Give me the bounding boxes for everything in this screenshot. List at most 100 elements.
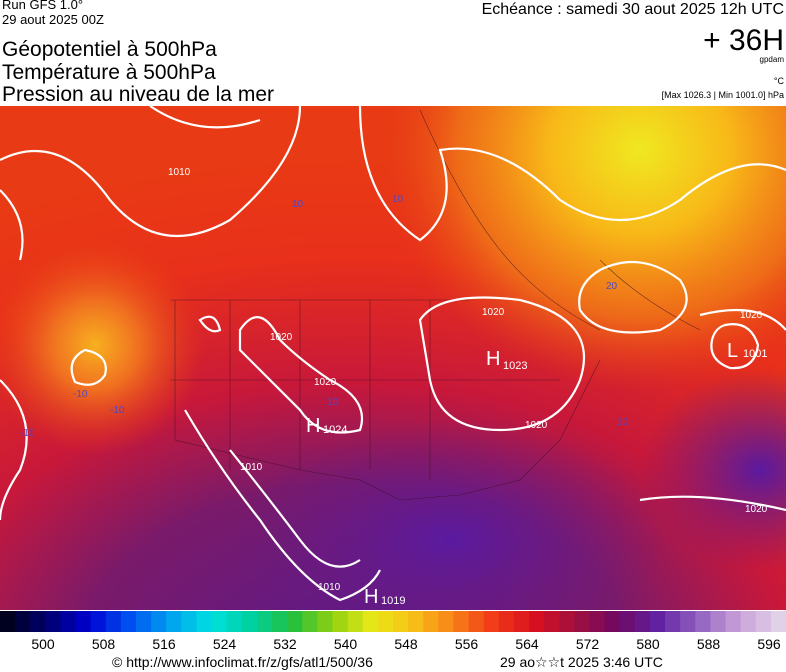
isotherm-label: -10 xyxy=(110,405,125,416)
lead-time: + 36H xyxy=(703,24,784,57)
colorbar-swatch xyxy=(136,611,152,632)
colorbar-tick-label: 508 xyxy=(92,636,116,652)
colorbar-swatch xyxy=(317,611,334,632)
unit: gpdam xyxy=(760,55,785,64)
colorbar: 5005085165245325405485565645725805885966… xyxy=(0,611,786,652)
high-label: H xyxy=(364,586,378,608)
colorbar-swatch xyxy=(589,611,606,632)
colorbar-swatch xyxy=(665,611,681,632)
colorbar-swatch xyxy=(272,611,288,632)
isotherm-label: 10 xyxy=(392,194,404,205)
low-value: 1001 xyxy=(743,348,767,360)
isobar-label: 1020 xyxy=(745,504,768,515)
colorbar-swatch xyxy=(740,611,757,632)
colorbar-swatch xyxy=(75,611,92,632)
low-label: L xyxy=(727,340,738,362)
colorbar-swatch xyxy=(151,611,167,632)
colorbar-swatch xyxy=(302,611,318,632)
colorbar-swatch xyxy=(241,611,258,632)
colorbar-swatch xyxy=(559,611,575,632)
source: © http://www.infoclimat.fr/z/gfs/atl1/50… xyxy=(112,654,373,670)
valid-time: Echéance : samedi 30 aout 2025 12h UTC xyxy=(482,1,784,18)
colorbar-swatch xyxy=(574,611,590,632)
colorbar-swatch xyxy=(755,611,772,632)
colorbar-swatch xyxy=(498,611,515,632)
colorbar-tick-label: 564 xyxy=(515,636,539,652)
colorbar-swatch xyxy=(604,611,621,632)
colorbar-swatch xyxy=(15,611,31,632)
colorbar-swatch xyxy=(513,611,530,632)
colorbar-swatch xyxy=(377,611,394,632)
colorbar-swatch xyxy=(634,611,651,632)
isotherm-label: 10 xyxy=(617,417,629,428)
colorbar-tick-label: 516 xyxy=(152,636,176,652)
colorbar-swatch xyxy=(0,611,16,632)
footer: © http://www.infoclimat.fr/z/gfs/atl1/50… xyxy=(112,654,663,670)
isobar-label: 1020 xyxy=(740,310,763,321)
colorbar-swatch xyxy=(166,611,182,632)
colorbar-swatch xyxy=(211,611,228,632)
colorbar-swatch xyxy=(393,611,409,632)
isotherm-label: 10 xyxy=(292,199,304,210)
colorbar-swatch xyxy=(105,611,122,632)
colorbar-swatch xyxy=(453,611,470,632)
unit: °C xyxy=(774,76,785,86)
colorbar-swatch xyxy=(544,611,560,632)
colorbar-tick-label: 556 xyxy=(455,636,479,652)
colorbar-swatch xyxy=(483,611,500,632)
colorbar-swatch xyxy=(181,611,197,632)
high-value: 1024 xyxy=(323,424,347,436)
colorbar-swatch xyxy=(30,611,46,632)
isobar-label: 1020 xyxy=(525,420,548,431)
header: Run GFS 1.0° 29 aout 2025 00Z Géopotenti… xyxy=(2,0,784,106)
pressure-range: [Max 1026.3 | Min 1001.0] hPa xyxy=(662,90,784,100)
isobar-label: 1010 xyxy=(240,462,263,473)
isotherm-label: 10 xyxy=(327,397,339,408)
isotherm-label: -10 xyxy=(73,389,88,400)
colorbar-tick-label: 540 xyxy=(334,636,358,652)
colorbar-tick-label: 596 xyxy=(757,636,781,652)
colorbar-swatch xyxy=(468,611,485,632)
colorbar-swatch xyxy=(347,611,364,632)
high-value: 1023 xyxy=(503,360,527,372)
colorbar-swatch xyxy=(120,611,137,632)
run-date: 29 aout 2025 00Z xyxy=(2,12,104,27)
isotherm-labels: 10 10 -10 -10 20 10 10 -10 xyxy=(20,194,629,439)
colorbar-tick-label: 548 xyxy=(394,636,418,652)
colorbar-swatch xyxy=(770,611,786,632)
colorbar-swatch xyxy=(45,611,61,632)
colorbar-swatch xyxy=(529,611,545,632)
colorbar-tick-label: 588 xyxy=(697,636,721,652)
run: Run GFS 1.0° xyxy=(2,0,83,12)
title: Géopotentiel à 500hPa xyxy=(2,38,217,61)
colorbar-tick-label: 572 xyxy=(576,636,600,652)
colorbar-swatch xyxy=(725,611,742,632)
center-labels: H 1023 H 1024 H 1019 L 1001 xyxy=(306,340,767,608)
colorbar-swatch xyxy=(60,611,77,632)
isobar-label: 1020 xyxy=(314,377,337,388)
colorbar-swatch xyxy=(619,611,636,632)
high-label: H xyxy=(486,348,500,370)
colorbar-tick-label: 532 xyxy=(273,636,297,652)
colorbar-swatch xyxy=(226,611,243,632)
isotherm-label: 20 xyxy=(606,281,618,292)
colorbar-swatch xyxy=(332,611,349,632)
colorbar-swatch xyxy=(256,611,273,632)
colorbar-swatch xyxy=(287,611,303,632)
colorbar-swatch xyxy=(438,611,454,632)
colorbar-tick-label: 524 xyxy=(213,636,237,652)
high-value: 1019 xyxy=(381,595,405,607)
colorbar-swatch xyxy=(196,611,213,632)
colorbar-tick-label: 580 xyxy=(636,636,660,652)
isobar-label: 1020 xyxy=(270,332,293,343)
generated-time: 29 ao☆☆t 2025 3:46 UTC xyxy=(500,654,663,670)
isobar-labels: 1010 1020 1020 1020 1010 1010 1020 1020 … xyxy=(168,167,768,593)
title: Température à 500hPa xyxy=(2,61,216,84)
colorbar-tick-label: 500 xyxy=(31,636,55,652)
high-label: H xyxy=(306,415,320,437)
colorbar-swatch xyxy=(408,611,424,632)
isobar-label: 1010 xyxy=(318,582,341,593)
colorbar-swatch xyxy=(423,611,439,632)
